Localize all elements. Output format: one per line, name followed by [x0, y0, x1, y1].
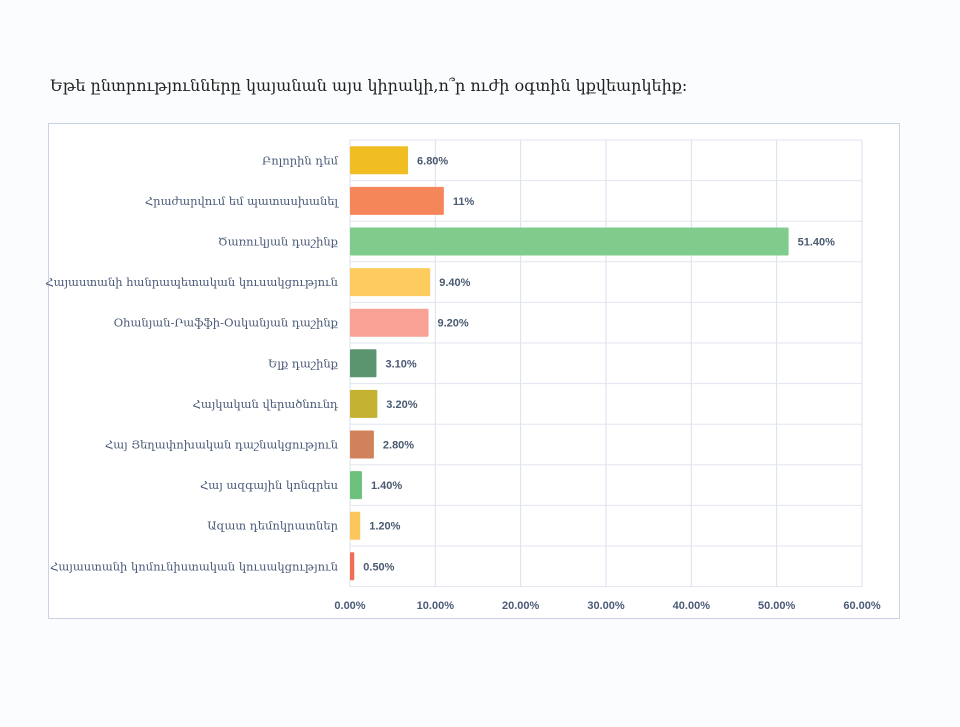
x-tick-label: 60.00%	[843, 600, 881, 612]
bar	[350, 389, 378, 418]
bar	[350, 430, 374, 459]
data-label: 9.20%	[438, 318, 469, 330]
bar	[350, 227, 789, 256]
x-tick-label: 50.00%	[758, 600, 796, 612]
category-label: Հայաստանի հանրապետական կուսակցություն	[45, 275, 338, 289]
category-label: Հայաստանի կոմունիստական կուսակցություն	[50, 559, 338, 573]
category-label: Ազատ դեմոկրատներ	[207, 519, 338, 533]
bar	[350, 511, 361, 540]
data-label: 0.50%	[363, 561, 394, 573]
bar	[350, 471, 362, 500]
data-label: 3.10%	[385, 358, 416, 370]
category-label: Հայկական վերածնունդ	[193, 397, 339, 411]
bar	[350, 349, 377, 378]
data-label: 1.40%	[371, 480, 402, 492]
data-label: 6.80%	[417, 155, 448, 167]
data-label: 2.80%	[383, 440, 414, 452]
category-label: Ելք դաշինք	[268, 356, 339, 370]
category-label: Օհանյան-Րաֆֆի-Օսկանյան դաշինք	[114, 316, 339, 330]
data-label: 51.40%	[798, 237, 836, 249]
data-label: 11%	[453, 196, 475, 208]
category-label: Հայ Յեղափոխական դաշնակցություն	[105, 438, 338, 452]
category-label: Բոլորին դեմ	[262, 153, 339, 167]
category-label: Հրաժարվում եմ պատասխանել	[145, 194, 340, 208]
chart-title: Եթե ընտրությունները կայանան այս կիրակի,ո…	[50, 76, 688, 95]
x-tick-label: 40.00%	[673, 600, 711, 612]
x-tick-label: 20.00%	[502, 600, 540, 612]
bar	[350, 146, 409, 175]
data-label: 1.20%	[369, 521, 400, 533]
data-label: 9.40%	[439, 277, 470, 289]
category-label: Ծառուկյան դաշինք	[218, 235, 339, 249]
bar	[350, 268, 431, 297]
data-label: 3.20%	[386, 399, 417, 411]
chart-frame	[48, 123, 900, 619]
bar	[350, 186, 444, 215]
bar	[350, 308, 429, 337]
category-label: Հայ ազգային կոնգրես	[200, 478, 338, 492]
x-tick-label: 30.00%	[587, 600, 625, 612]
x-tick-label: 10.00%	[417, 600, 455, 612]
bar	[350, 552, 355, 581]
x-tick-label: 0.00%	[334, 600, 365, 612]
